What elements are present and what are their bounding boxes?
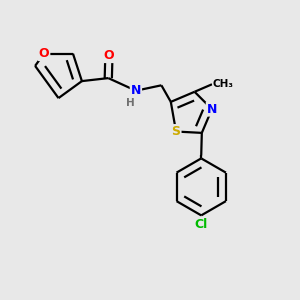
Text: CH₃: CH₃ bbox=[213, 79, 234, 89]
Text: O: O bbox=[103, 49, 114, 62]
Text: N: N bbox=[207, 103, 217, 116]
Text: N: N bbox=[131, 84, 141, 97]
Text: S: S bbox=[172, 125, 181, 138]
Text: H: H bbox=[126, 98, 135, 108]
Text: Cl: Cl bbox=[195, 218, 208, 232]
Text: O: O bbox=[39, 47, 50, 60]
